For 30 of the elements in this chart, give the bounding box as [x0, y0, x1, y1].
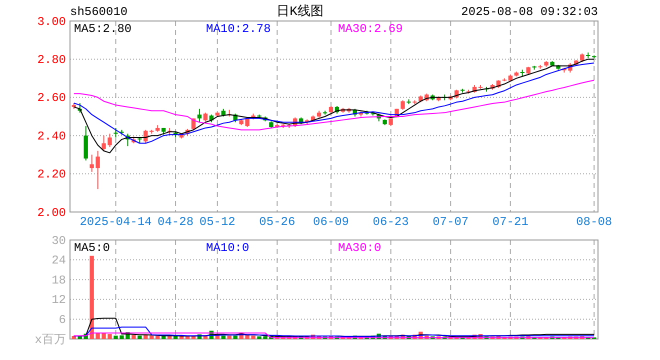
text: MA10:2.78	[206, 22, 271, 36]
y-tick-label: 2.40	[37, 129, 66, 144]
x-tick-label: 05-12	[199, 215, 236, 229]
y-tick-label: 2.00	[37, 206, 66, 220]
y-tick-label: 12	[52, 293, 66, 308]
y-tick-label: 2.60	[37, 91, 66, 106]
y-tick-label: x百万	[34, 332, 66, 347]
text: MA5:0	[74, 241, 110, 255]
y-tick-label: 30	[52, 234, 66, 248]
text: MA5:2.80	[74, 22, 132, 36]
text: 2025-08-08 09:32:03	[461, 5, 598, 19]
y-tick-label: 24	[52, 254, 66, 268]
x-tick-label: 07-21	[492, 215, 528, 229]
y-tick-label: 18	[52, 273, 66, 288]
chart-title: 日K线图	[276, 4, 324, 19]
x-tick-label: 06-09	[313, 215, 350, 229]
x-tick-label: 05-26	[259, 215, 296, 229]
x-tick-label: 07-07	[432, 215, 469, 229]
text: MA30:2.69	[338, 22, 403, 36]
y-tick-label: 2.20	[37, 168, 66, 182]
x-tick-label: 2025-04-14	[80, 215, 152, 229]
x-tick-label: 04-28	[158, 215, 194, 229]
y-tick-label: 6	[58, 313, 66, 328]
chart-subtitle: sh560010	[70, 5, 128, 19]
y-tick-label: 3.00	[37, 14, 66, 29]
x-tick-label: 08-08	[576, 215, 612, 229]
x-tick-label: 06-23	[372, 215, 409, 229]
text: MA30:0	[338, 241, 382, 255]
text: MA10:0	[206, 241, 250, 255]
y-tick-label: 2.80	[37, 53, 66, 68]
